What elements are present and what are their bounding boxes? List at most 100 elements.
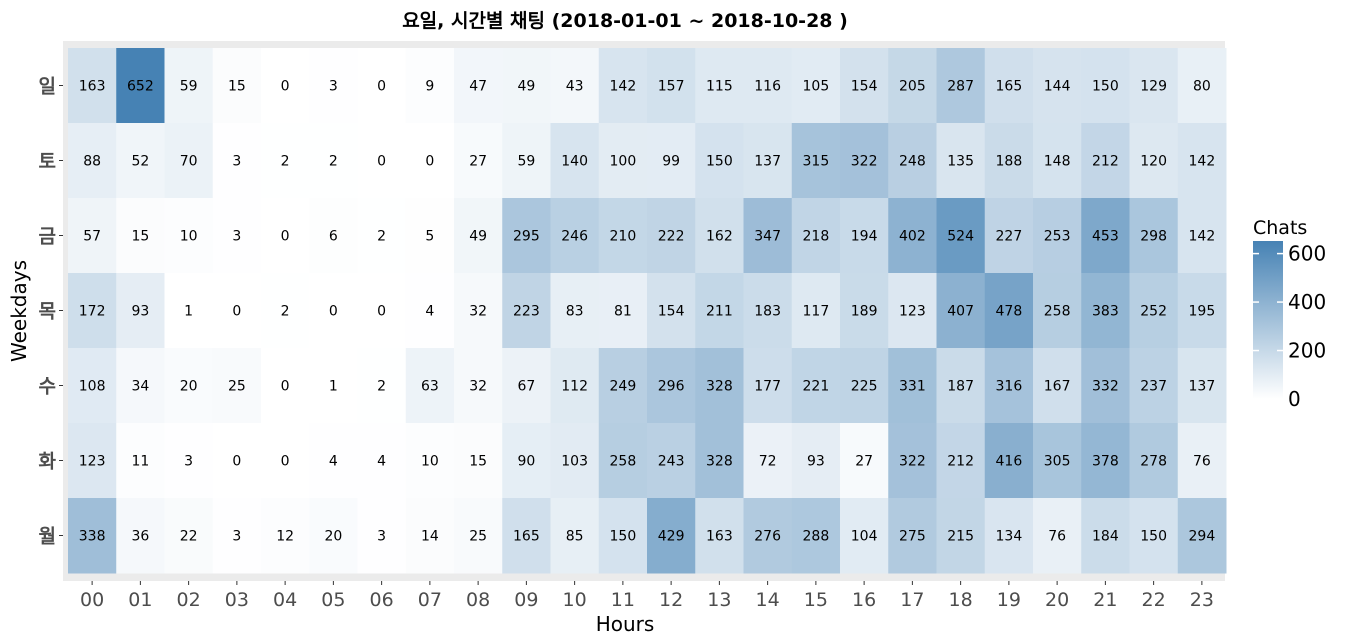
heatmap-cell [936,498,986,574]
heatmap-cell [164,48,214,124]
cell-value-label: 252 [1140,304,1167,320]
cell-value-label: 120 [1140,154,1167,170]
heatmap-cell [261,198,310,274]
cell-value-label: 150 [706,154,733,170]
heatmap-cell [502,348,551,424]
cell-value-label: 295 [513,229,540,245]
colorbar-legend: Chats 0 200 400 600 [1253,217,1326,411]
cell-value-label: 148 [1044,154,1071,170]
cell-value-label: 3 [377,529,386,545]
cell-value-label: 115 [706,79,733,95]
heatmap-cell [68,48,117,124]
heatmap-cell [743,123,793,199]
heatmap-cell [454,348,503,424]
heatmap-cell [357,273,407,349]
cell-value-label: 0 [425,154,434,170]
cell-value-label: 478 [996,304,1023,320]
cell-value-label: 123 [899,304,926,320]
x-tick-label: 02 [177,589,201,611]
heatmap-cell [309,198,358,274]
cell-value-label: 184 [1092,529,1119,545]
heatmap-cell [984,198,1034,274]
heatmap-cell [212,198,262,274]
cell-value-label: 12 [276,529,294,545]
heatmap-cell [1177,498,1227,574]
heatmap-cell [1129,273,1179,349]
heatmap-cell [1081,48,1130,124]
cell-value-label: 0 [281,229,290,245]
heatmap-cell [454,123,503,199]
heatmap-cell [164,123,214,199]
heatmap-cell [598,348,648,424]
x-tick-label: 15 [804,589,828,611]
cell-value-label: 10 [421,454,439,470]
heatmap-cell [936,123,986,199]
cell-value-label: 137 [1189,379,1216,395]
cell-value-label: 76 [1048,529,1066,545]
cell-value-label: 328 [706,379,733,395]
heatmap-cell [840,123,889,199]
cell-value-label: 524 [947,229,974,245]
heatmap-cell [502,423,551,499]
cell-value-label: 135 [947,154,974,170]
cell-value-label: 63 [421,379,439,395]
x-tick-label: 23 [1190,589,1214,611]
heatmap-cell [309,348,358,424]
heatmap-cell [502,123,551,199]
heatmap-cell [647,273,696,349]
heatmap-cell [695,423,744,499]
y-tick-label: 일 [39,76,56,98]
cell-value-label: 80 [1193,79,1211,95]
cell-value-label: 36 [131,529,149,545]
cell-value-label: 225 [851,379,878,395]
heatmap-cell [598,198,648,274]
heatmap-cell [647,348,696,424]
cell-value-label: 142 [1189,154,1216,170]
heatmap-cell [1033,48,1082,124]
cell-value-label: 258 [610,454,637,470]
cell-value-label: 246 [561,229,588,245]
heatmap-cell [743,423,793,499]
heatmap-cell [68,423,117,499]
heatmap-cell [212,123,262,199]
cell-value-label: 163 [706,529,733,545]
heatmap-cell [357,423,407,499]
heatmap-cell [116,123,165,199]
heatmap-cell [984,123,1034,199]
cell-value-label: 4 [377,454,386,470]
heatmap-cell [164,348,214,424]
heatmap-cell [1033,348,1082,424]
cell-value-label: 140 [561,154,588,170]
x-tick-label: 05 [321,589,345,611]
heatmap-cell [936,423,986,499]
heatmap-cell [647,198,696,274]
x-tick-label: 10 [563,589,587,611]
heatmap-cell [116,423,165,499]
cell-value-label: 298 [1140,229,1167,245]
heatmap-cell [68,348,117,424]
heatmap-cell [116,48,165,124]
cell-value-label: 27 [469,154,487,170]
cell-value-label: 150 [610,529,637,545]
cell-value-label: 0 [329,304,338,320]
cell-value-label: 25 [469,529,487,545]
heatmap-cell [164,198,214,274]
heatmap-cell [116,348,165,424]
cell-value-label: 2 [377,379,386,395]
heatmap-cell [357,198,407,274]
heatmap-cell [598,273,648,349]
cell-value-label: 212 [1092,154,1119,170]
chart-title: 요일, 시간별 채팅 (2018-01-01 ~ 2018-10-28 ) [402,10,848,32]
cell-value-label: 1 [329,379,338,395]
heatmap-cell [888,348,937,424]
heatmap-cell [261,48,310,124]
cell-value-label: 9 [425,79,434,95]
heatmap-cell [405,273,455,349]
cell-value-label: 57 [83,229,101,245]
cell-value-label: 14 [421,529,439,545]
cell-value-label: 316 [996,379,1023,395]
heatmap-cell [309,423,358,499]
x-tick-label: 03 [225,589,249,611]
heatmap-cell [550,198,600,274]
heatmap-cell [1033,198,1082,274]
